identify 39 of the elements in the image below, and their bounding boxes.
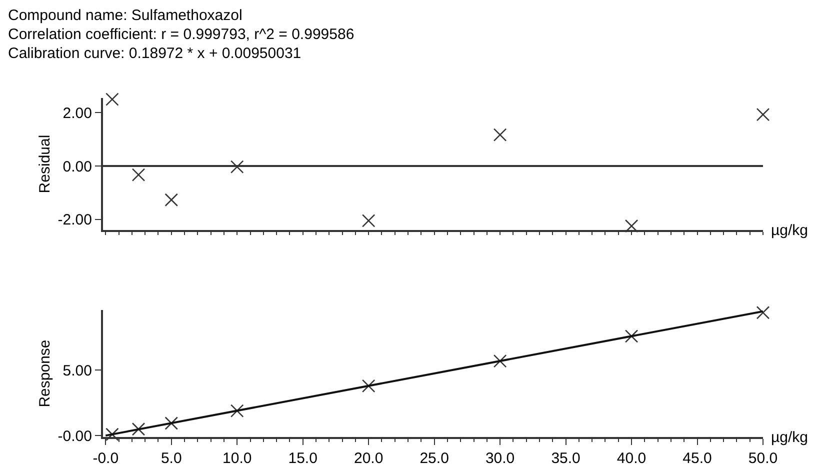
x-tick-label: 10.0 [222, 450, 252, 467]
point [106, 428, 119, 442]
x-tick-label: 25.0 [420, 450, 449, 467]
point [756, 108, 770, 122]
y-axis-title: Response [36, 340, 54, 408]
y-tick-label: 2.00 [62, 104, 92, 122]
x-axis-title: µg/kg [771, 222, 808, 239]
x-tick-label: 15.0 [288, 450, 318, 467]
x-tick-label: 50.0 [748, 450, 778, 467]
chart-title: Compound name: Sulfamethoxazol [8, 7, 242, 24]
x-tick-label: -0.0 [92, 450, 119, 467]
x-tick-label: 20.0 [354, 450, 384, 467]
y-tick-label: -2.00 [58, 212, 92, 229]
point [756, 306, 770, 320]
y-tick-label: -0.00 [58, 428, 92, 445]
x-tick-label: 45.0 [682, 450, 712, 467]
x-tick-label: 5.0 [160, 450, 182, 467]
point [106, 92, 119, 106]
x-tick-label: 40.0 [616, 450, 646, 467]
x-axis-title: µg/kg [771, 429, 808, 446]
y-tick-label: 5.00 [62, 362, 92, 380]
point [132, 168, 146, 182]
point [624, 219, 638, 233]
text: Calibration curve: 0.18972 * x + 0.00950031 [8, 45, 302, 62]
point [362, 379, 376, 393]
x-tick-label: 30.0 [485, 450, 515, 467]
y-axis-title: Residual [36, 134, 54, 194]
point [624, 330, 638, 343]
point [164, 193, 178, 207]
point [493, 354, 507, 368]
y-tick-label: 0.00 [62, 158, 92, 176]
point [230, 404, 244, 418]
text: Correlation coefficient: r = 0.999793, r^2 = 0.999586 [8, 26, 354, 43]
point [362, 214, 376, 228]
x-tick-label: 35.0 [551, 450, 580, 467]
point [132, 422, 146, 436]
point [493, 128, 507, 142]
point [230, 160, 244, 174]
point [164, 416, 178, 430]
